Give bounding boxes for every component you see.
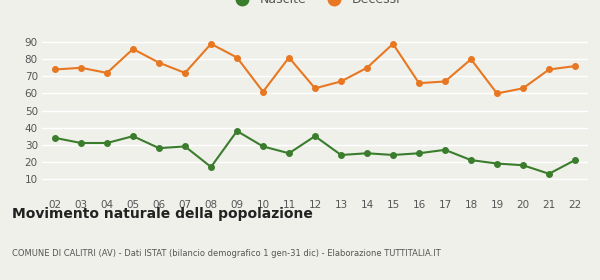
Text: COMUNE DI CALITRI (AV) - Dati ISTAT (bilancio demografico 1 gen-31 dic) - Elabor: COMUNE DI CALITRI (AV) - Dati ISTAT (bil… [12, 249, 441, 258]
Legend: Nascite, Decessi: Nascite, Decessi [225, 0, 405, 11]
Text: Movimento naturale della popolazione: Movimento naturale della popolazione [12, 207, 313, 221]
